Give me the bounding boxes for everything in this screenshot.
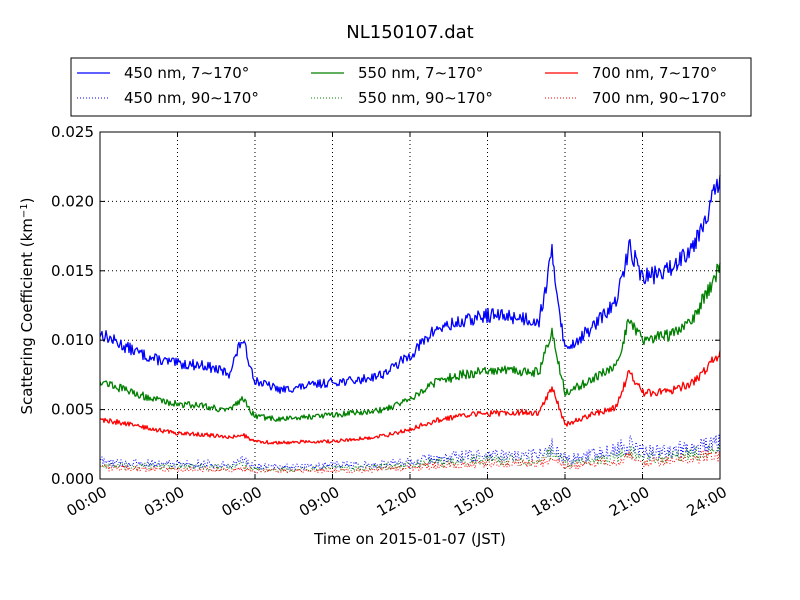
chart-title: NL150107.dat (346, 22, 473, 43)
legend-label: 700 nm, 7∼170° (592, 64, 717, 82)
x-tick-label: 06:00 (219, 483, 265, 520)
grid (100, 132, 720, 479)
series-layer (99, 175, 721, 474)
y-tick-label: 0.010 (51, 331, 94, 349)
y-axis-label-close: ) (18, 197, 36, 203)
x-tick-label: 00:00 (64, 483, 110, 520)
series-line-2 (99, 262, 721, 422)
y-tick-label: 0.015 (51, 262, 94, 280)
legend-box (70, 57, 752, 117)
ticks (99, 131, 721, 480)
legend-label: 550 nm, 90∼170° (358, 89, 493, 107)
legend-label: 700 nm, 90∼170° (592, 89, 727, 107)
legend-label: 450 nm, 7∼170° (124, 64, 249, 82)
series-line-0 (99, 175, 721, 394)
x-tick-label: 12:00 (374, 483, 420, 520)
x-tick-label: 09:00 (296, 483, 342, 520)
y-tick-label: 0.020 (51, 192, 94, 210)
y-tick-label: 0.000 (51, 470, 94, 488)
y-axis-label-sup: −1 (19, 203, 30, 218)
series-line-3 (99, 444, 721, 473)
x-axis-label: Time on 2015-01-07 (JST) (313, 530, 506, 548)
series-line-4 (99, 350, 721, 445)
x-tick-label: 15:00 (451, 483, 497, 520)
series-line-5 (99, 450, 721, 474)
legend-label: 550 nm, 7∼170° (358, 64, 483, 82)
legend-label: 450 nm, 90∼170° (124, 89, 259, 107)
y-axis-label: Scattering Coefficient (km−1) (18, 197, 36, 414)
y-axis-label-main: Scattering Coefficient (km (18, 218, 36, 414)
x-tick-label: 24:00 (684, 483, 730, 520)
x-tick-labels: 00:00 03:00 06:00 09:00 12:00 15:00 18:00 21:00… (64, 483, 730, 520)
series-line-1 (99, 434, 721, 471)
y-tick-label: 0.005 (51, 401, 94, 419)
legend: 450 nm, 7∼170° 550 nm, 7∼170° 700 nm, 7∼17… (70, 57, 752, 117)
y-tick-labels: 0.000 0.005 0.010 0.015 0.020 0.025 (51, 123, 94, 488)
y-tick-label: 0.025 (51, 123, 94, 141)
x-tick-label: 21:00 (606, 483, 652, 520)
x-tick-label: 18:00 (529, 483, 575, 520)
x-tick-label: 03:00 (141, 483, 187, 520)
